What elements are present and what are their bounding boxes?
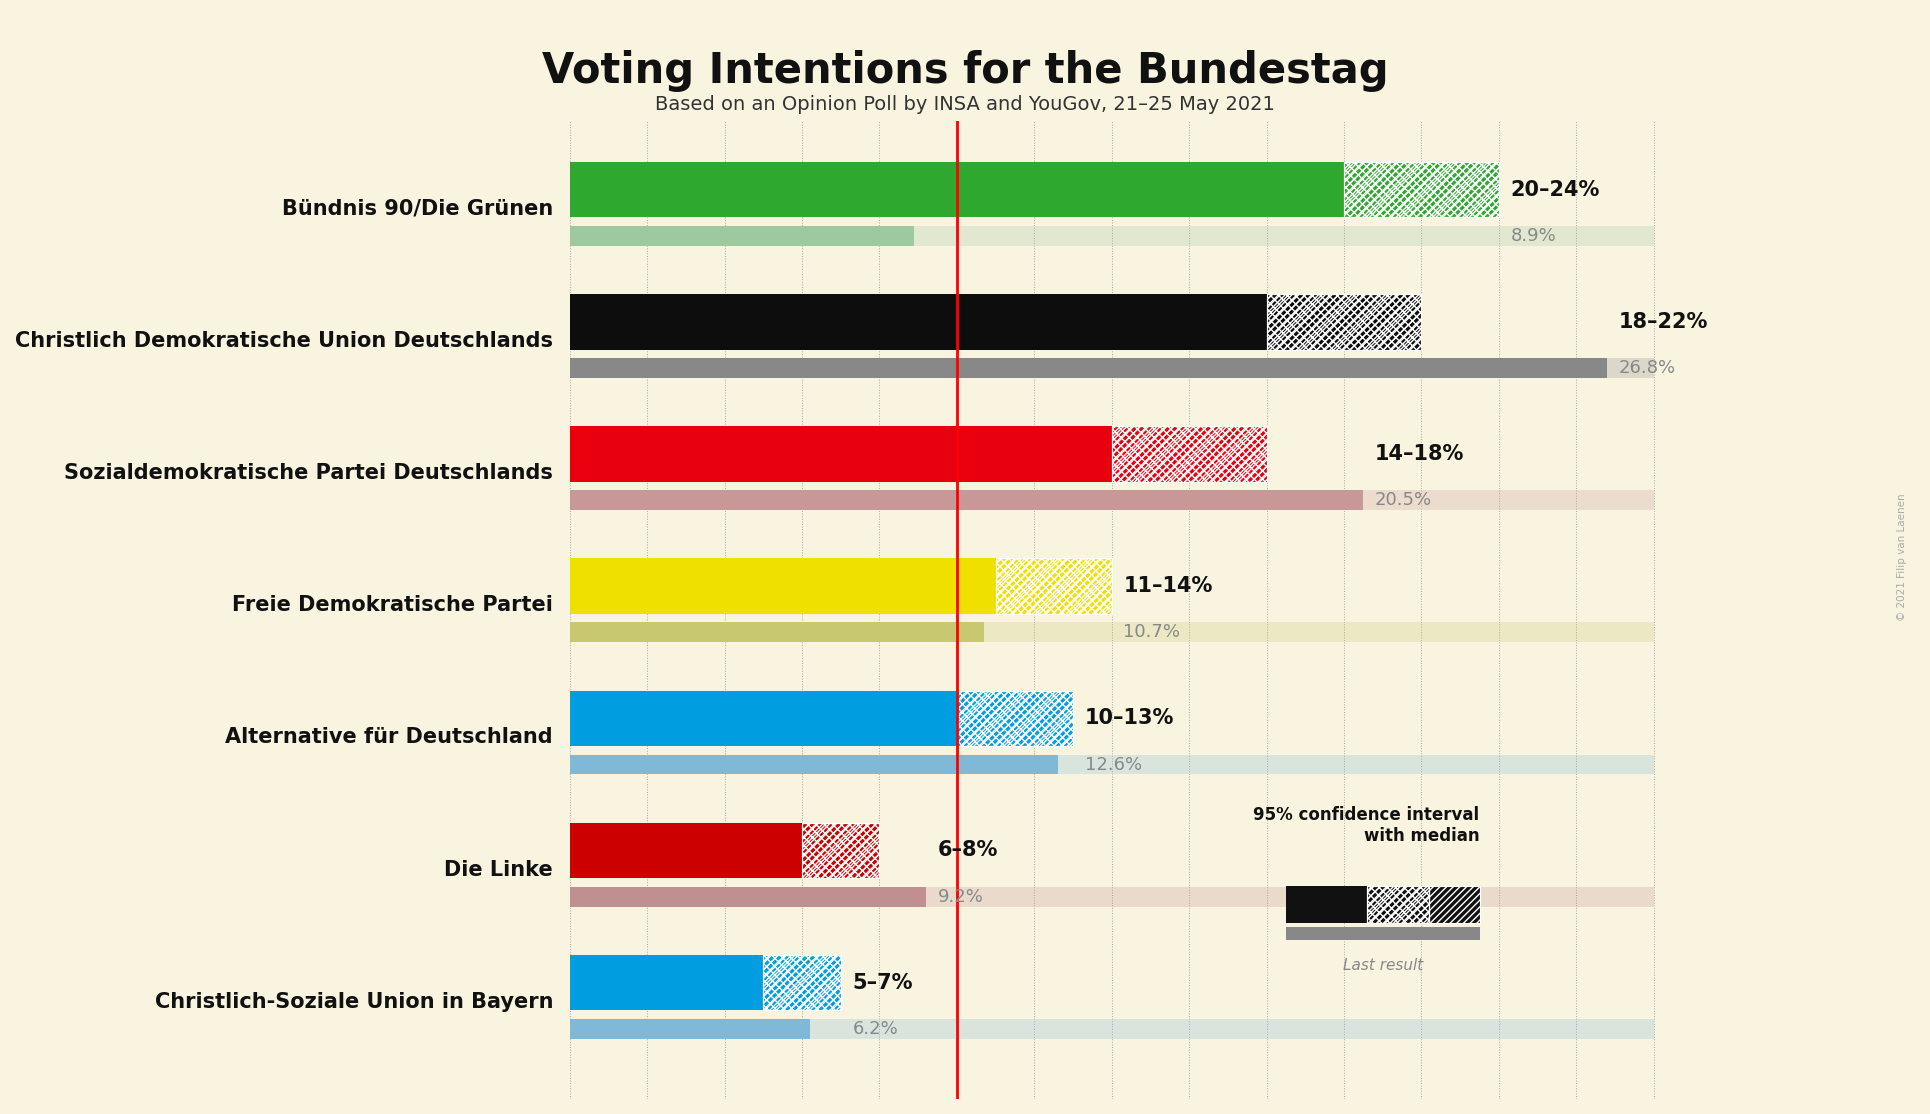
Text: 6–8%: 6–8% [938, 840, 998, 860]
Bar [1608, 358, 1654, 378]
Text: 20.5%: 20.5% [1374, 491, 1432, 509]
Bar [762, 955, 841, 1010]
Bar [569, 887, 926, 907]
Text: 9.2%: 9.2% [938, 888, 984, 906]
Bar [1366, 886, 1430, 924]
Bar [803, 823, 880, 878]
Bar [762, 955, 841, 1010]
Bar [569, 955, 762, 1010]
Text: 18–22%: 18–22% [1619, 312, 1708, 332]
Bar [1343, 162, 1500, 217]
Bar [803, 823, 880, 878]
Text: 20–24%: 20–24% [1511, 179, 1600, 199]
Text: Based on an Opinion Poll by INSA and YouGov, 21–25 May 2021: Based on an Opinion Poll by INSA and You… [654, 95, 1276, 114]
Bar [1430, 886, 1480, 924]
Bar [569, 226, 915, 246]
Text: 8.9%: 8.9% [1511, 227, 1556, 245]
Bar [569, 691, 957, 746]
Text: 14–18%: 14–18% [1374, 444, 1465, 463]
Bar [762, 955, 841, 1010]
Text: 12.6%: 12.6% [1085, 755, 1143, 773]
Bar [996, 558, 1112, 614]
Bar [1366, 886, 1430, 924]
Bar [1343, 162, 1500, 217]
Text: 95% confidence interval
with median: 95% confidence interval with median [1253, 807, 1480, 846]
Bar [803, 823, 880, 878]
Text: 10.7%: 10.7% [1123, 624, 1181, 642]
Bar [957, 691, 1073, 746]
Bar [569, 754, 1058, 774]
Bar [996, 558, 1112, 614]
Bar [569, 823, 803, 878]
Text: 5–7%: 5–7% [853, 973, 913, 993]
Bar [569, 623, 984, 643]
Bar [984, 623, 1654, 643]
Text: 10–13%: 10–13% [1085, 709, 1173, 729]
Bar [1112, 427, 1266, 481]
Bar [569, 358, 1608, 378]
Bar [926, 887, 1654, 907]
Bar [569, 558, 996, 614]
Text: Voting Intentions for the Bundestag: Voting Intentions for the Bundestag [542, 50, 1388, 92]
Bar [1266, 294, 1420, 350]
Bar [569, 294, 1266, 350]
Bar [957, 691, 1073, 746]
Text: © 2021 Filip van Laenen: © 2021 Filip van Laenen [1897, 494, 1907, 620]
Bar [1112, 427, 1266, 481]
Bar [1266, 294, 1420, 350]
Bar [569, 427, 1112, 481]
Bar [1430, 886, 1480, 924]
Bar [1285, 886, 1366, 924]
Bar [569, 1019, 811, 1039]
Bar [1112, 427, 1266, 481]
Bar [569, 490, 1363, 510]
Bar [1058, 754, 1654, 774]
Bar [1266, 294, 1420, 350]
Bar [1285, 927, 1480, 940]
Text: 26.8%: 26.8% [1619, 359, 1675, 377]
Text: Last result: Last result [1343, 958, 1422, 973]
Text: 6.2%: 6.2% [853, 1020, 897, 1038]
Bar [1366, 886, 1430, 924]
Bar [811, 1019, 1654, 1039]
Bar [1343, 162, 1500, 217]
Bar [915, 226, 1654, 246]
Bar [569, 162, 1343, 217]
Bar [996, 558, 1112, 614]
Text: 11–14%: 11–14% [1123, 576, 1212, 596]
Bar [957, 691, 1073, 746]
Bar [1363, 490, 1654, 510]
